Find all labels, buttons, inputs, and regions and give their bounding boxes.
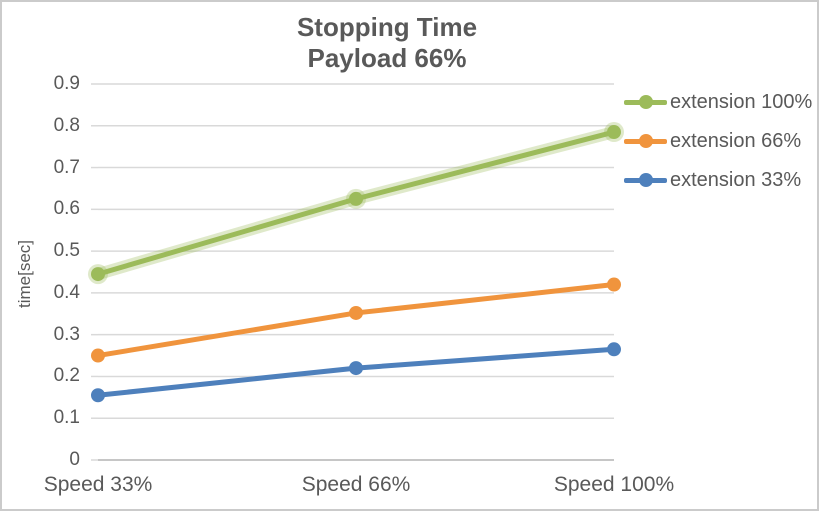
y-tick-label: 0.5 — [53, 240, 80, 262]
y-tick-label: 0.2 — [53, 365, 80, 387]
legend-label: extension 66% — [670, 129, 802, 152]
legend-label: extension 33% — [670, 168, 802, 191]
legend-item-extension-100: extension 100% — [624, 89, 812, 115]
chart-title: Stopping Time Payload 66% — [2, 12, 772, 74]
legend-item-extension-33: extension 33% — [624, 167, 812, 193]
legend: extension 100% extension 66% extension 3… — [624, 89, 812, 193]
x-tick-label: Speed 66% — [301, 473, 411, 496]
line-marker-icon — [624, 95, 667, 109]
y-tick-label: 0.4 — [53, 281, 80, 303]
line-marker-icon — [624, 134, 667, 148]
y-tick-label: 0.1 — [53, 407, 80, 429]
chart-title-line2: Payload 66% — [307, 43, 467, 73]
y-tick-label: 0.6 — [53, 198, 80, 220]
y-tick-label: 0.7 — [53, 156, 80, 178]
x-tick-label: Speed 100% — [553, 473, 675, 496]
legend-label: extension 100% — [670, 90, 813, 113]
chart-title-line1: Stopping Time — [296, 12, 478, 42]
y-tick-label: 0.3 — [53, 323, 80, 345]
y-tick-label: 0.8 — [53, 114, 80, 136]
y-tick-label: 0.9 — [53, 73, 80, 94]
line-marker-icon — [624, 173, 667, 187]
y-tick-label: 0 — [69, 449, 80, 470]
legend-item-extension-66: extension 66% — [624, 128, 812, 154]
x-tick-label: Speed 33% — [43, 473, 153, 496]
